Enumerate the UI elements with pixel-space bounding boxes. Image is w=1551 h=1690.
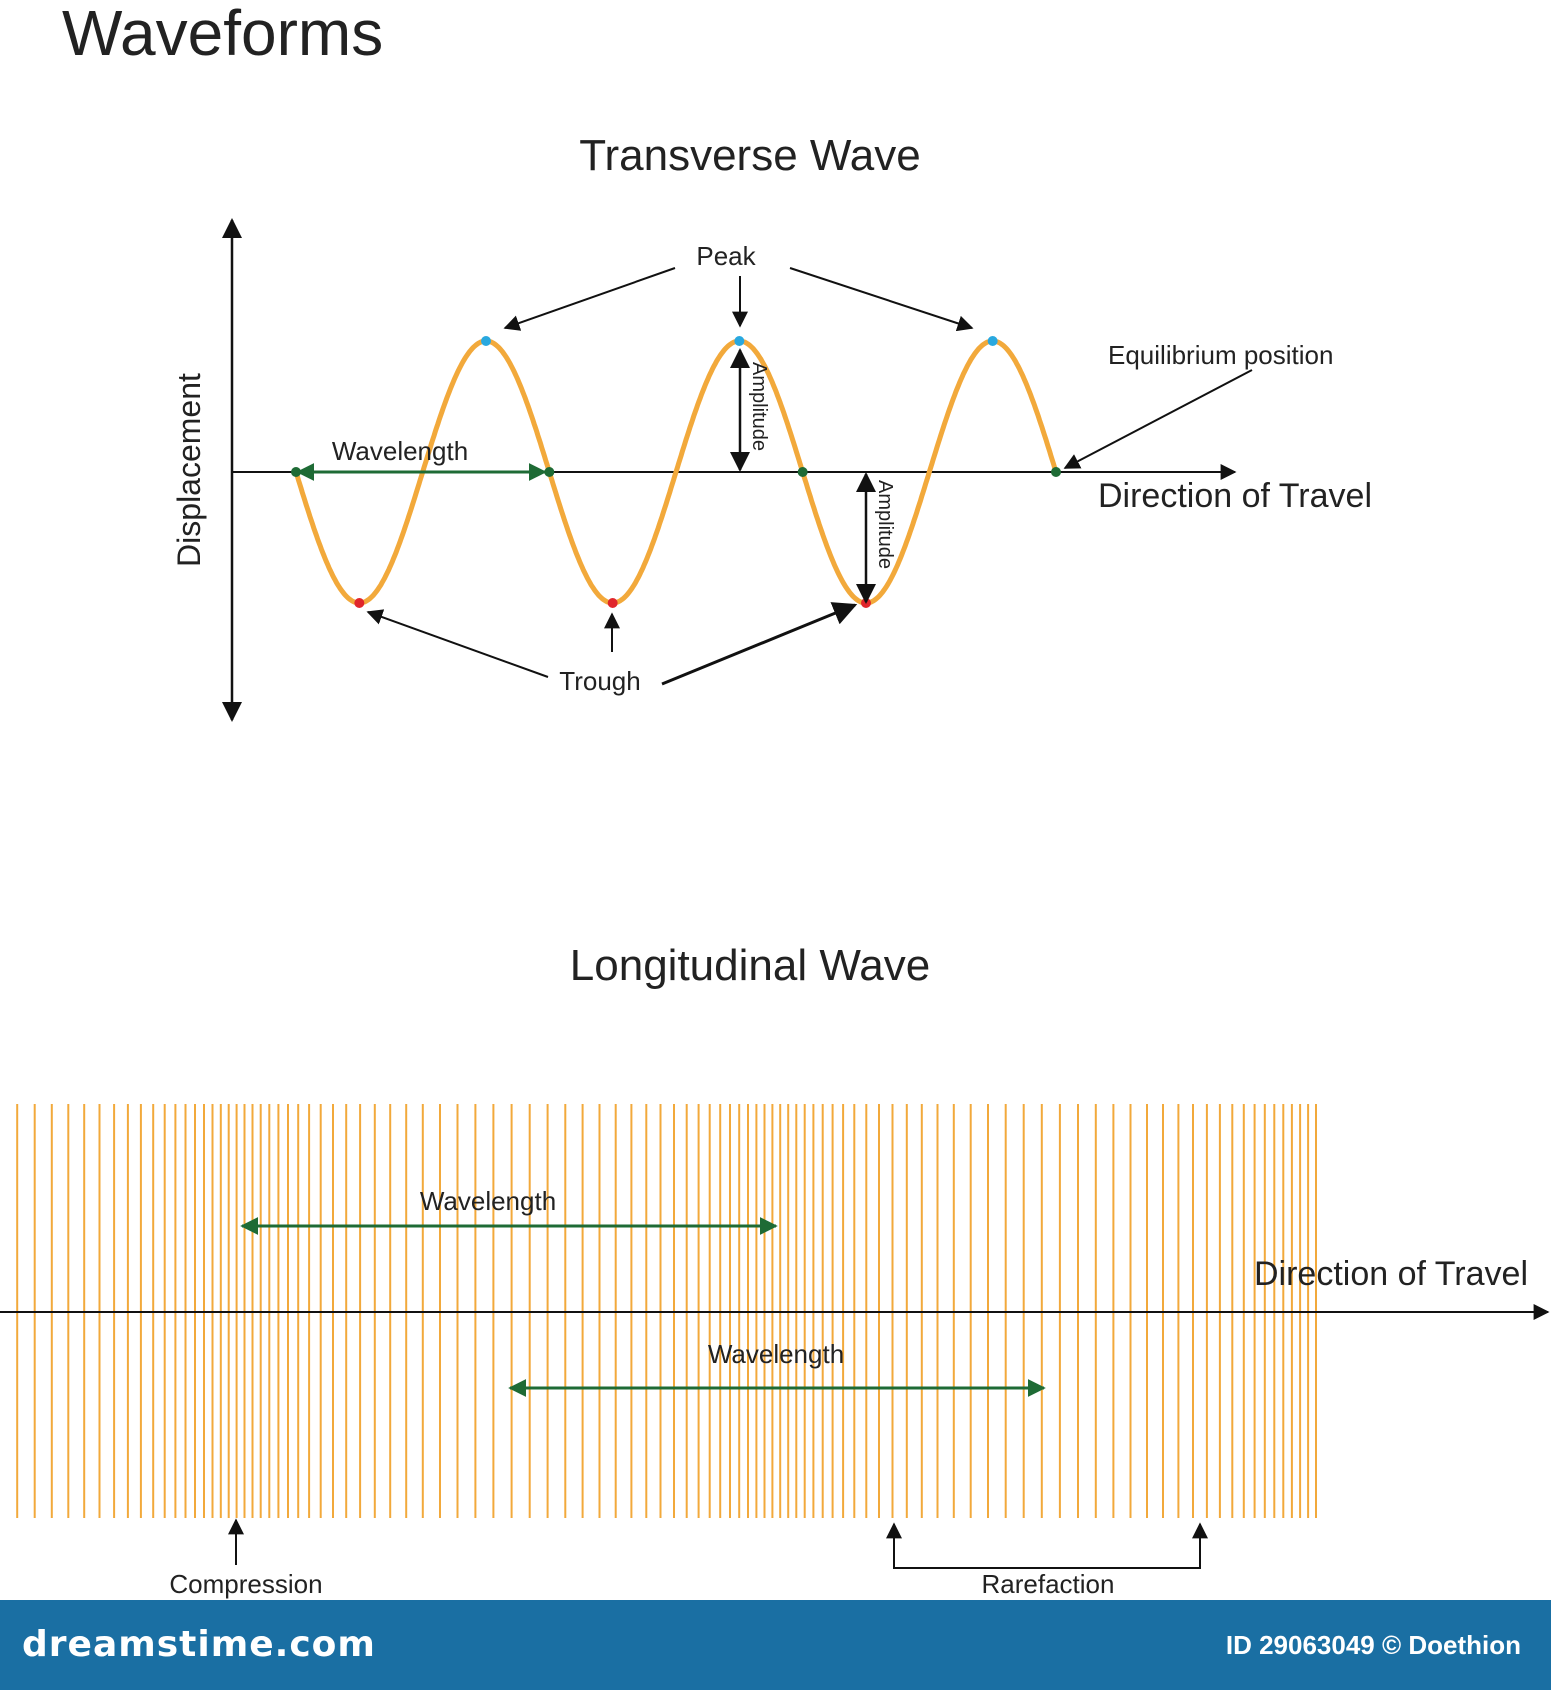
amplitude-label-trough: Amplitude (874, 480, 896, 569)
trough-label: Trough (559, 666, 640, 696)
compression-label: Compression (169, 1569, 322, 1599)
page-title: Waveforms (62, 0, 383, 69)
image-credit: ID 29063049 © Doethion (1225, 1630, 1521, 1660)
displacement-label: Displacement (171, 373, 207, 567)
trough-arrow-right (661, 602, 858, 686)
transverse-title: Transverse Wave (579, 131, 921, 180)
equilibrium-label: Equilibrium position (1108, 340, 1333, 370)
peak-arrow-right (789, 267, 974, 332)
peak-arrow-left (503, 267, 676, 331)
trough-point (354, 598, 365, 608)
transverse-direction-label: Direction of Travel (1098, 477, 1372, 515)
transverse-wavelength-label: Wavelength (332, 436, 468, 466)
node-point (544, 467, 555, 477)
peak-point (987, 336, 998, 346)
transverse-wave-section: Transverse Wave Displacement Direction o… (171, 131, 1372, 722)
peak-label: Peak (696, 241, 756, 271)
amplitude-label-peak: Amplitude (748, 362, 770, 451)
longitudinal-wavelength-label-2: Wavelength (708, 1339, 844, 1369)
node-point (1051, 467, 1061, 477)
longitudinal-wave-section: Longitudinal Wave Direction of Travel Wa… (0, 941, 1550, 1599)
footer-bar: dreamstime.com ID 29063049 © Doethion (0, 1600, 1551, 1690)
rarefaction-bracket (893, 1528, 1201, 1569)
longitudinal-title: Longitudinal Wave (570, 941, 930, 990)
equilibrium-arrow (1063, 369, 1253, 469)
trough-arrow-left (366, 609, 549, 678)
rarefaction-label: Rarefaction (982, 1569, 1115, 1599)
peak-point (734, 336, 745, 346)
trough-point (607, 598, 618, 608)
node-point (797, 467, 808, 477)
brand-logo: dreamstime.com (22, 1624, 376, 1665)
longitudinal-wavelength-label-1: Wavelength (420, 1186, 556, 1216)
peak-point (481, 336, 491, 346)
longitudinal-direction-label: Direction of Travel (1254, 1255, 1528, 1293)
